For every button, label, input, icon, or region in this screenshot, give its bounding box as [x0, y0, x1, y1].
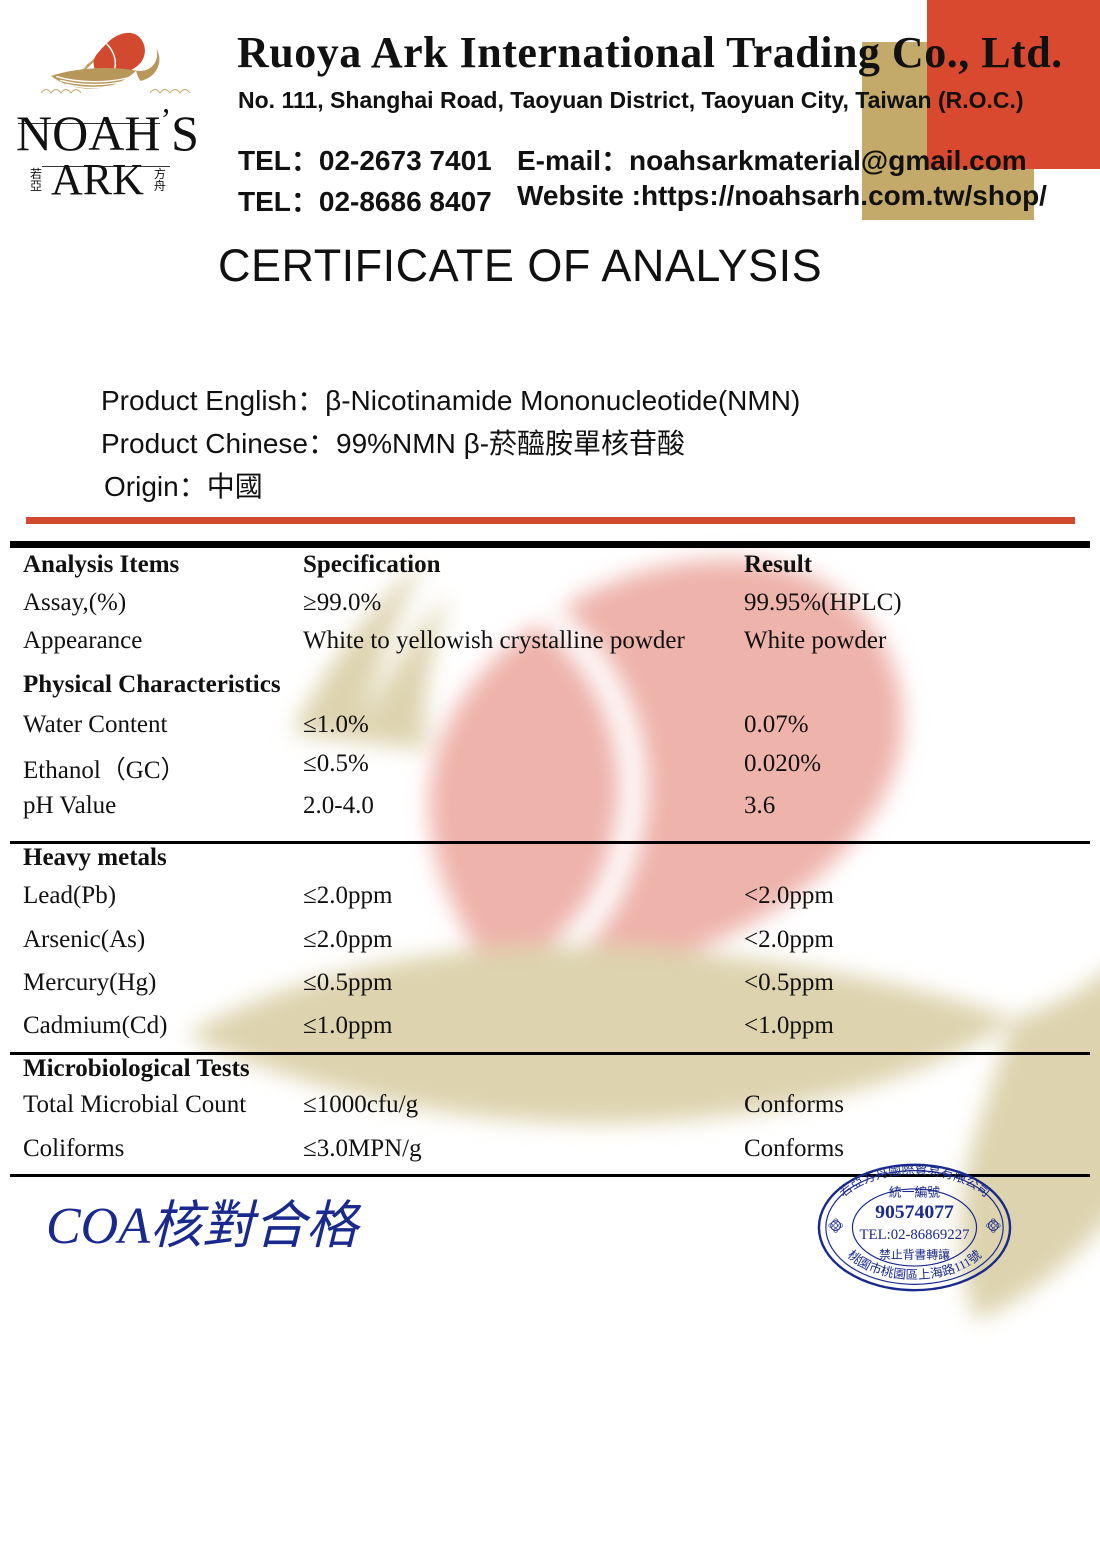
svg-text:TEL:02-86869227: TEL:02-86869227 [860, 1227, 970, 1243]
svg-text:禁止背書轉讓: 禁止背書轉讓 [879, 1247, 950, 1261]
svg-text:90574077: 90574077 [875, 1202, 954, 1223]
svg-text:統一編號: 統一編號 [889, 1185, 941, 1200]
